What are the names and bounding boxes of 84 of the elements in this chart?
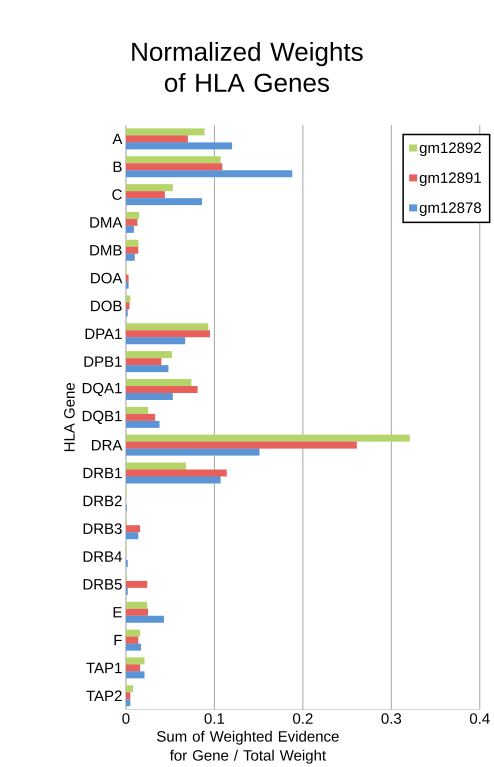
y-tick-label: DPB1 <box>84 356 122 367</box>
y-tick-label: DOA <box>91 272 122 284</box>
bar <box>126 212 140 219</box>
bar <box>126 470 227 477</box>
legend-label: gm12892 <box>420 142 481 156</box>
bar <box>126 337 186 344</box>
y-tick-label: DRB5 <box>84 579 122 590</box>
bar <box>126 476 221 484</box>
bar <box>126 365 169 372</box>
bar <box>126 184 173 192</box>
bar <box>126 302 130 310</box>
y-tick-label: A <box>112 134 122 144</box>
y-tick-label: TAP2 <box>86 690 122 702</box>
bar <box>126 406 148 414</box>
legend-label: gm12878 <box>420 202 482 216</box>
y-tick-label: DRB1 <box>84 468 122 478</box>
bar <box>126 644 142 651</box>
y-tick-label: DMA <box>90 217 122 228</box>
bar <box>126 378 192 386</box>
bar <box>126 580 148 588</box>
y-tick-label: TAP1 <box>86 662 122 674</box>
y-tick-label: DOB <box>91 300 122 312</box>
bar <box>126 386 198 393</box>
bar <box>126 351 172 358</box>
y-tick-label: DRB2 <box>84 496 122 506</box>
bar <box>126 442 357 449</box>
bar <box>126 448 260 456</box>
y-tick-label: B <box>114 162 122 172</box>
y-tick-label: DRB4 <box>84 551 122 562</box>
bar <box>126 462 186 470</box>
bar <box>126 671 145 678</box>
bar <box>126 135 188 142</box>
bar <box>126 525 140 532</box>
bar <box>126 630 140 637</box>
bar <box>126 240 138 247</box>
y-tick-label: DQA1 <box>82 382 122 396</box>
bar <box>126 664 140 672</box>
bar <box>126 602 148 609</box>
x-tick-label: 0 <box>122 713 130 724</box>
x-tick-label: 0.1 <box>204 713 224 724</box>
x-tick-label: 0.2 <box>293 713 313 724</box>
y-tick-label: DRB3 <box>84 523 122 534</box>
bar <box>126 274 129 282</box>
bar <box>126 414 156 421</box>
bar <box>126 156 221 164</box>
bar <box>126 163 222 170</box>
chart-title: Normalized Weights of HLA Genes <box>132 42 363 92</box>
bar <box>126 392 173 400</box>
bar <box>126 191 165 198</box>
bar <box>126 420 160 428</box>
y-tick-label: C <box>112 189 122 200</box>
bar <box>126 295 130 302</box>
x-tick-label: 0.3 <box>382 713 402 724</box>
y-tick-label: F <box>114 634 122 646</box>
bar <box>126 657 145 664</box>
bar <box>126 608 148 616</box>
y-tick-label: DPA1 <box>86 328 122 339</box>
bar <box>126 636 138 644</box>
bar <box>126 170 292 178</box>
bar <box>126 358 162 366</box>
bar <box>126 246 138 254</box>
x-tick-label: 0.4 <box>470 713 490 724</box>
bar <box>126 532 138 540</box>
y-tick-label: DMB <box>90 245 122 256</box>
bar <box>126 685 134 692</box>
bar <box>126 226 134 233</box>
bar <box>126 323 208 330</box>
y-tick-label: DQB1 <box>82 410 122 424</box>
y-tick-label: E <box>114 607 122 618</box>
bar <box>126 616 164 623</box>
bar <box>126 254 135 261</box>
y-axis-title: HLA Gene <box>64 383 75 452</box>
bar <box>126 282 129 289</box>
bar <box>126 699 130 706</box>
y-tick-label: DRA <box>92 440 122 450</box>
bar <box>126 218 138 226</box>
bar <box>126 434 410 442</box>
bar <box>126 198 202 206</box>
bar <box>126 692 130 700</box>
legend-label: gm12891 <box>420 172 482 186</box>
bar <box>126 330 210 338</box>
x-axis-title: Sum of Weighted Evidence for Gene / Total Weight <box>157 730 339 764</box>
bar <box>126 142 232 150</box>
bar <box>126 128 205 136</box>
